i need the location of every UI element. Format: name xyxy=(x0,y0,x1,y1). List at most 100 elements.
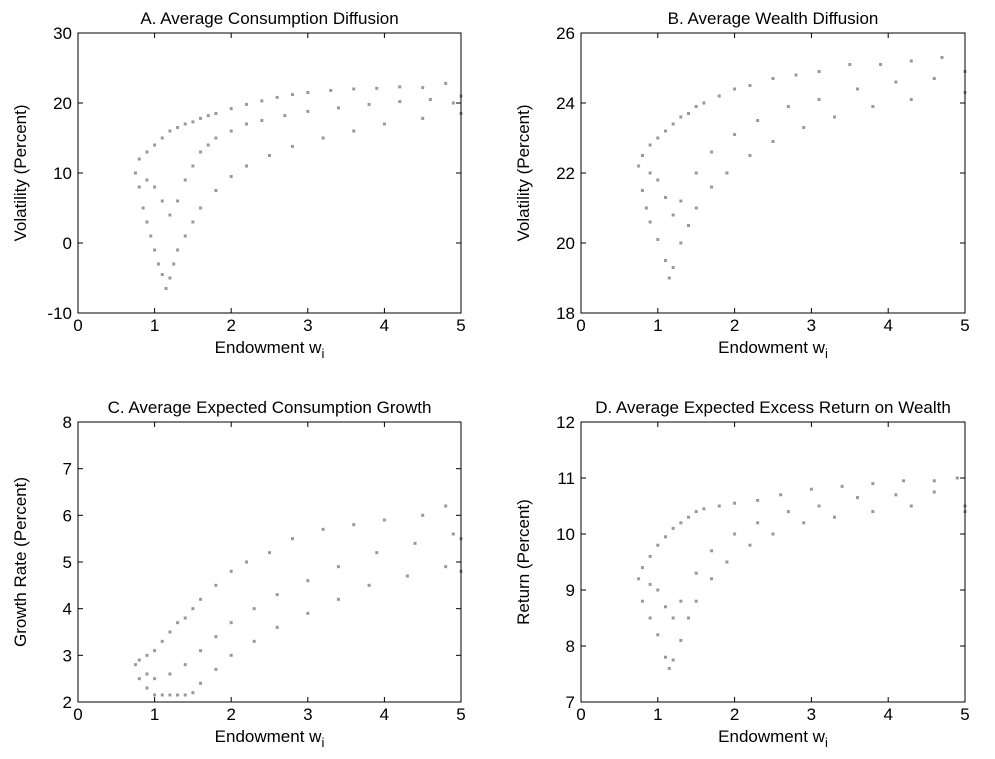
data-point xyxy=(671,658,675,662)
data-point xyxy=(160,639,164,643)
data-point xyxy=(421,513,425,517)
x-tick-label: 1 xyxy=(150,316,159,335)
y-tick-label: 10 xyxy=(53,164,72,183)
scatter-points xyxy=(637,56,967,280)
data-point xyxy=(306,579,310,583)
data-point xyxy=(648,582,652,586)
plot-frame xyxy=(580,421,966,703)
data-point xyxy=(663,259,667,262)
data-point xyxy=(214,112,218,115)
data-point xyxy=(702,507,706,511)
data-point xyxy=(321,527,325,531)
y-tick-label: 20 xyxy=(556,234,575,253)
data-point xyxy=(160,136,164,140)
y-tick-label: 8 xyxy=(63,413,72,432)
y-axis-label: Volatility (Percent) xyxy=(514,105,533,242)
x-tick-label: 0 xyxy=(576,705,585,724)
data-point xyxy=(710,150,714,154)
data-point xyxy=(756,119,760,122)
data-point xyxy=(375,86,379,90)
data-point xyxy=(717,504,721,508)
data-point xyxy=(199,649,203,653)
data-point xyxy=(871,510,875,514)
y-tick-label: 26 xyxy=(556,24,575,43)
x-axis-label: Endowment wi xyxy=(718,727,828,750)
data-point xyxy=(663,196,667,199)
data-point xyxy=(137,157,141,161)
data-point xyxy=(183,122,187,126)
data-point xyxy=(176,621,180,625)
y-tick-label: 30 xyxy=(53,24,72,43)
data-point xyxy=(909,59,913,63)
data-point xyxy=(191,691,195,695)
x-axis-label-text: Endowment w xyxy=(718,338,825,357)
data-point xyxy=(771,140,775,143)
data-point xyxy=(444,565,448,569)
data-point xyxy=(428,98,432,101)
y-tick-label: 6 xyxy=(63,506,72,525)
data-point xyxy=(133,663,137,667)
data-point xyxy=(663,605,667,609)
data-point xyxy=(756,498,760,502)
y-axis-label: Return (Percent) xyxy=(514,499,533,625)
data-point xyxy=(145,150,149,154)
data-point xyxy=(275,95,279,99)
x-tick-label: 0 xyxy=(73,316,82,335)
y-tick-label: 7 xyxy=(566,693,575,712)
data-point xyxy=(168,213,172,217)
data-point xyxy=(176,126,180,129)
data-point xyxy=(156,262,160,266)
data-point xyxy=(268,154,271,157)
plot-frame xyxy=(580,32,966,314)
data-point xyxy=(141,206,145,210)
data-point xyxy=(137,658,141,662)
data-point xyxy=(848,63,852,66)
data-point xyxy=(260,99,264,103)
data-point xyxy=(909,98,913,101)
data-point xyxy=(160,273,164,276)
chart-panel-4: D. Average Expected Excess Return on Wea… xyxy=(514,398,970,750)
data-point xyxy=(183,663,187,667)
data-point xyxy=(832,115,836,119)
data-point xyxy=(168,276,172,280)
data-point xyxy=(275,593,279,597)
y-tick-label: 24 xyxy=(556,94,575,113)
data-point xyxy=(640,189,644,192)
data-point xyxy=(671,213,675,217)
data-point xyxy=(183,234,187,238)
data-point xyxy=(382,122,386,126)
data-point xyxy=(199,681,203,685)
x-axis-label-subscript: i xyxy=(321,346,324,361)
x-tick-label: 3 xyxy=(807,316,816,335)
data-point xyxy=(640,154,644,157)
data-point xyxy=(656,543,660,547)
data-point xyxy=(702,101,706,105)
data-point xyxy=(199,597,203,601)
y-tick-label: -10 xyxy=(47,304,72,323)
data-point xyxy=(451,532,455,536)
data-point xyxy=(290,537,294,541)
data-point xyxy=(245,122,249,126)
data-point xyxy=(710,577,714,581)
data-point xyxy=(648,616,652,620)
y-tick-label: 4 xyxy=(63,600,72,619)
data-point xyxy=(637,164,641,168)
data-point xyxy=(832,515,836,519)
data-point xyxy=(398,85,402,89)
data-point xyxy=(733,133,737,136)
y-tick-label: 11 xyxy=(557,469,575,488)
data-point xyxy=(687,112,691,115)
data-point xyxy=(932,490,936,494)
data-point xyxy=(168,129,172,133)
x-tick-label: 2 xyxy=(226,705,235,724)
x-tick-label: 4 xyxy=(380,705,389,724)
data-point xyxy=(367,102,371,106)
data-point xyxy=(687,616,691,620)
y-tick-label: 2 xyxy=(63,693,72,712)
data-point xyxy=(153,677,157,681)
data-point xyxy=(840,484,844,488)
data-point xyxy=(694,599,698,603)
data-point xyxy=(260,119,264,122)
data-point xyxy=(451,101,455,105)
